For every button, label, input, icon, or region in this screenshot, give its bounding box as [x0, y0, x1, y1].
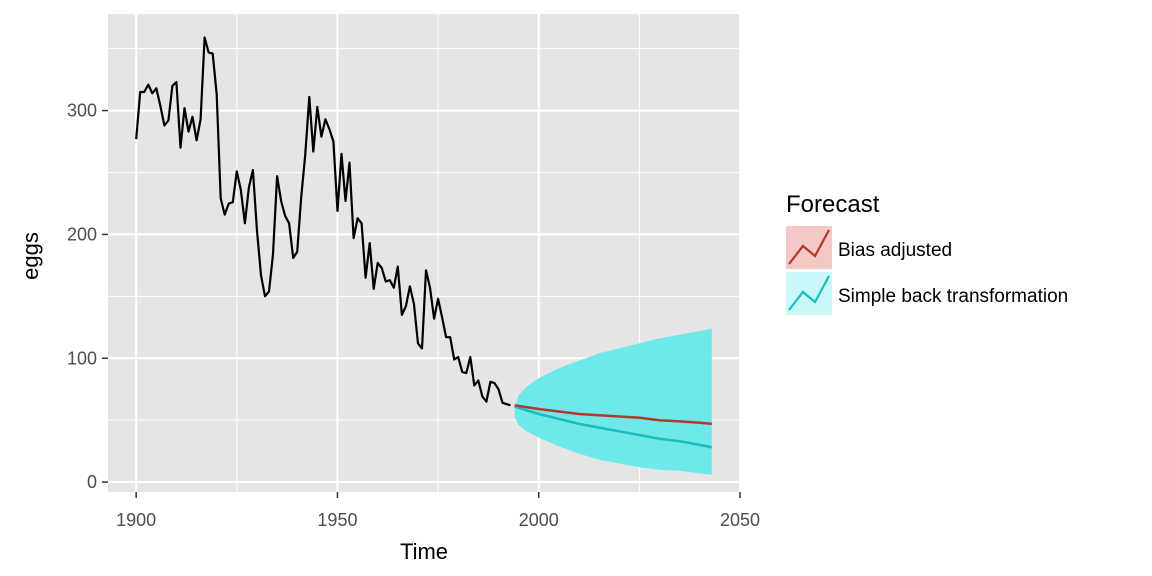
y-tick-label: 300	[67, 101, 97, 121]
y-axis: 0 100 200 300	[67, 101, 108, 492]
x-tick-label: 2000	[519, 510, 559, 530]
legend-line-simple-back-transformation	[788, 275, 830, 311]
minor-gridlines	[108, 14, 740, 492]
x-tick-label: 1950	[317, 510, 357, 530]
simple-back-transformation-line	[514, 405, 713, 449]
x-axis-title: Time	[400, 539, 448, 564]
legend-key-simple-back-transformation	[786, 272, 832, 315]
y-tick-label: 100	[67, 348, 97, 368]
series-layer	[135, 36, 713, 449]
legend-entry-simple-back-transformation: Simple back transformation	[786, 272, 1068, 315]
bias-adjusted-line	[514, 404, 712, 426]
legend-label-bias-adjusted: Bias adjusted	[838, 240, 952, 261]
x-tick-label: 1900	[116, 510, 156, 530]
y-tick-label: 0	[87, 472, 97, 492]
x-axis: 1900 1950 2000 2050	[116, 492, 760, 530]
x-tick-label: 2050	[720, 510, 760, 530]
legend-line-bias-adjusted	[788, 229, 830, 265]
y-axis-title: eggs	[18, 232, 43, 280]
legend-key-bias-adjusted	[786, 226, 832, 269]
y-tick-label: 200	[67, 224, 97, 244]
legend-title: Forecast	[786, 191, 880, 218]
legend: Forecast Bias adjusted Simple back trans…	[786, 191, 1068, 315]
legend-entry-bias-adjusted: Bias adjusted	[786, 226, 952, 269]
legend-label-simple-back-transformation: Simple back transformation	[838, 286, 1068, 307]
history-line	[135, 36, 511, 407]
